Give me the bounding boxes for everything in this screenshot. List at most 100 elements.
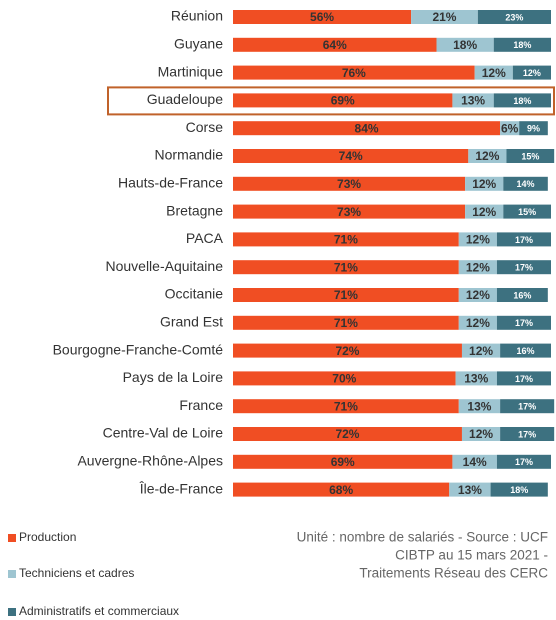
value-label: 56% [310, 10, 334, 24]
value-label: 71% [334, 316, 358, 330]
legend-label: Production [19, 530, 76, 544]
value-label: 18% [510, 485, 528, 495]
bar-segment [458, 399, 501, 414]
bar-segment [496, 371, 551, 386]
value-label: 18% [513, 96, 531, 106]
category-label: Grand Est [160, 314, 223, 330]
category-label: Guyane [174, 36, 223, 52]
bar-segment [233, 260, 459, 275]
value-label: 12% [466, 288, 490, 302]
value-label: 16% [513, 290, 531, 300]
category-label: Normandie [155, 147, 224, 163]
bar-segment [458, 315, 497, 330]
category-label: Île-de-France [139, 480, 223, 496]
bar-segment [519, 121, 548, 136]
value-label: 13% [458, 483, 482, 497]
value-label: 12% [469, 427, 493, 441]
legend-label: Techniciens et cadres [19, 566, 134, 580]
value-label: 71% [334, 260, 358, 274]
category-label: Guadeloupe [147, 91, 224, 107]
bar-segment [474, 65, 513, 80]
bar-segment [490, 482, 548, 497]
bar-segment [452, 454, 497, 469]
legend-swatch [8, 608, 16, 616]
value-label: 71% [334, 288, 358, 302]
bar-segment [496, 454, 551, 469]
value-label: 12% [466, 233, 490, 247]
value-label: 12% [466, 260, 490, 274]
bar-segment [436, 37, 494, 52]
value-label: 15% [518, 207, 536, 217]
bar-segment [233, 10, 412, 24]
bar-segment [233, 315, 459, 330]
bar-segment [477, 10, 551, 24]
bar-segment [461, 427, 501, 441]
bar-segment [500, 121, 520, 136]
value-label: 72% [335, 427, 359, 441]
bar-segment [500, 399, 555, 414]
value-label: 13% [464, 372, 488, 386]
bar-segment [461, 343, 501, 358]
bar-segment [496, 232, 551, 247]
value-label: 17% [518, 402, 536, 412]
value-label: 64% [323, 38, 347, 52]
category-label: Hauts-de-France [118, 175, 223, 191]
bar-segment [458, 232, 497, 247]
bar-segment [468, 149, 507, 163]
category-label: Bretagne [166, 202, 223, 218]
bar-segment [233, 121, 501, 136]
value-label: 18% [513, 40, 531, 50]
bar-segment [458, 288, 497, 302]
value-label: 18% [453, 38, 477, 52]
bar-segment [506, 149, 555, 163]
value-label: 70% [332, 372, 356, 386]
legend-label: Administratifs et commerciaux [19, 604, 179, 618]
value-label: 17% [518, 429, 536, 439]
bar-segment [493, 37, 551, 52]
value-label: 9% [527, 124, 540, 134]
bar-segment [449, 482, 491, 497]
category-label: Auvergne-Rhône-Alpes [77, 453, 223, 469]
value-label: 12% [472, 177, 496, 191]
bar-segment [233, 65, 475, 80]
value-label: 6% [501, 121, 519, 135]
value-label: 73% [337, 177, 361, 191]
bar-segment [503, 176, 548, 191]
value-label: 21% [432, 10, 456, 24]
value-label: 73% [337, 205, 361, 219]
category-label: Pays de la Loire [123, 369, 224, 385]
bar-segment [411, 10, 478, 24]
category-label: Nouvelle-Aquitaine [105, 258, 223, 274]
value-label: 17% [515, 457, 533, 467]
value-label: 14% [463, 455, 487, 469]
value-label: 71% [334, 399, 358, 413]
bar-segment [233, 232, 459, 247]
bar-segment [503, 204, 551, 219]
value-label: 16% [517, 346, 535, 356]
category-label: Corse [186, 119, 224, 135]
value-label: 84% [355, 121, 379, 135]
value-label: 69% [331, 455, 355, 469]
bar-segment [233, 37, 437, 52]
category-label: Martinique [158, 63, 224, 79]
bar-segment [500, 427, 555, 441]
value-label: 12% [472, 205, 496, 219]
bar-segment [458, 260, 497, 275]
value-label: 74% [339, 149, 363, 163]
category-label: Centre-Val de Loire [103, 425, 224, 441]
bar-segment [233, 93, 453, 108]
bar-segment [233, 454, 453, 469]
bar-segment [465, 204, 504, 219]
bar-segment [233, 288, 459, 302]
value-label: 17% [515, 263, 533, 273]
bar-segment [233, 204, 466, 219]
category-label: Réunion [171, 8, 223, 24]
bar-segment [233, 343, 462, 358]
source-note: CIBTP au 15 mars 2021 - [395, 548, 548, 563]
bar-segment [496, 315, 551, 330]
value-label: 15% [521, 151, 539, 161]
value-label: 12% [466, 316, 490, 330]
value-label: 17% [515, 374, 533, 384]
source-note: Traitements Réseau des CERC [359, 566, 548, 581]
